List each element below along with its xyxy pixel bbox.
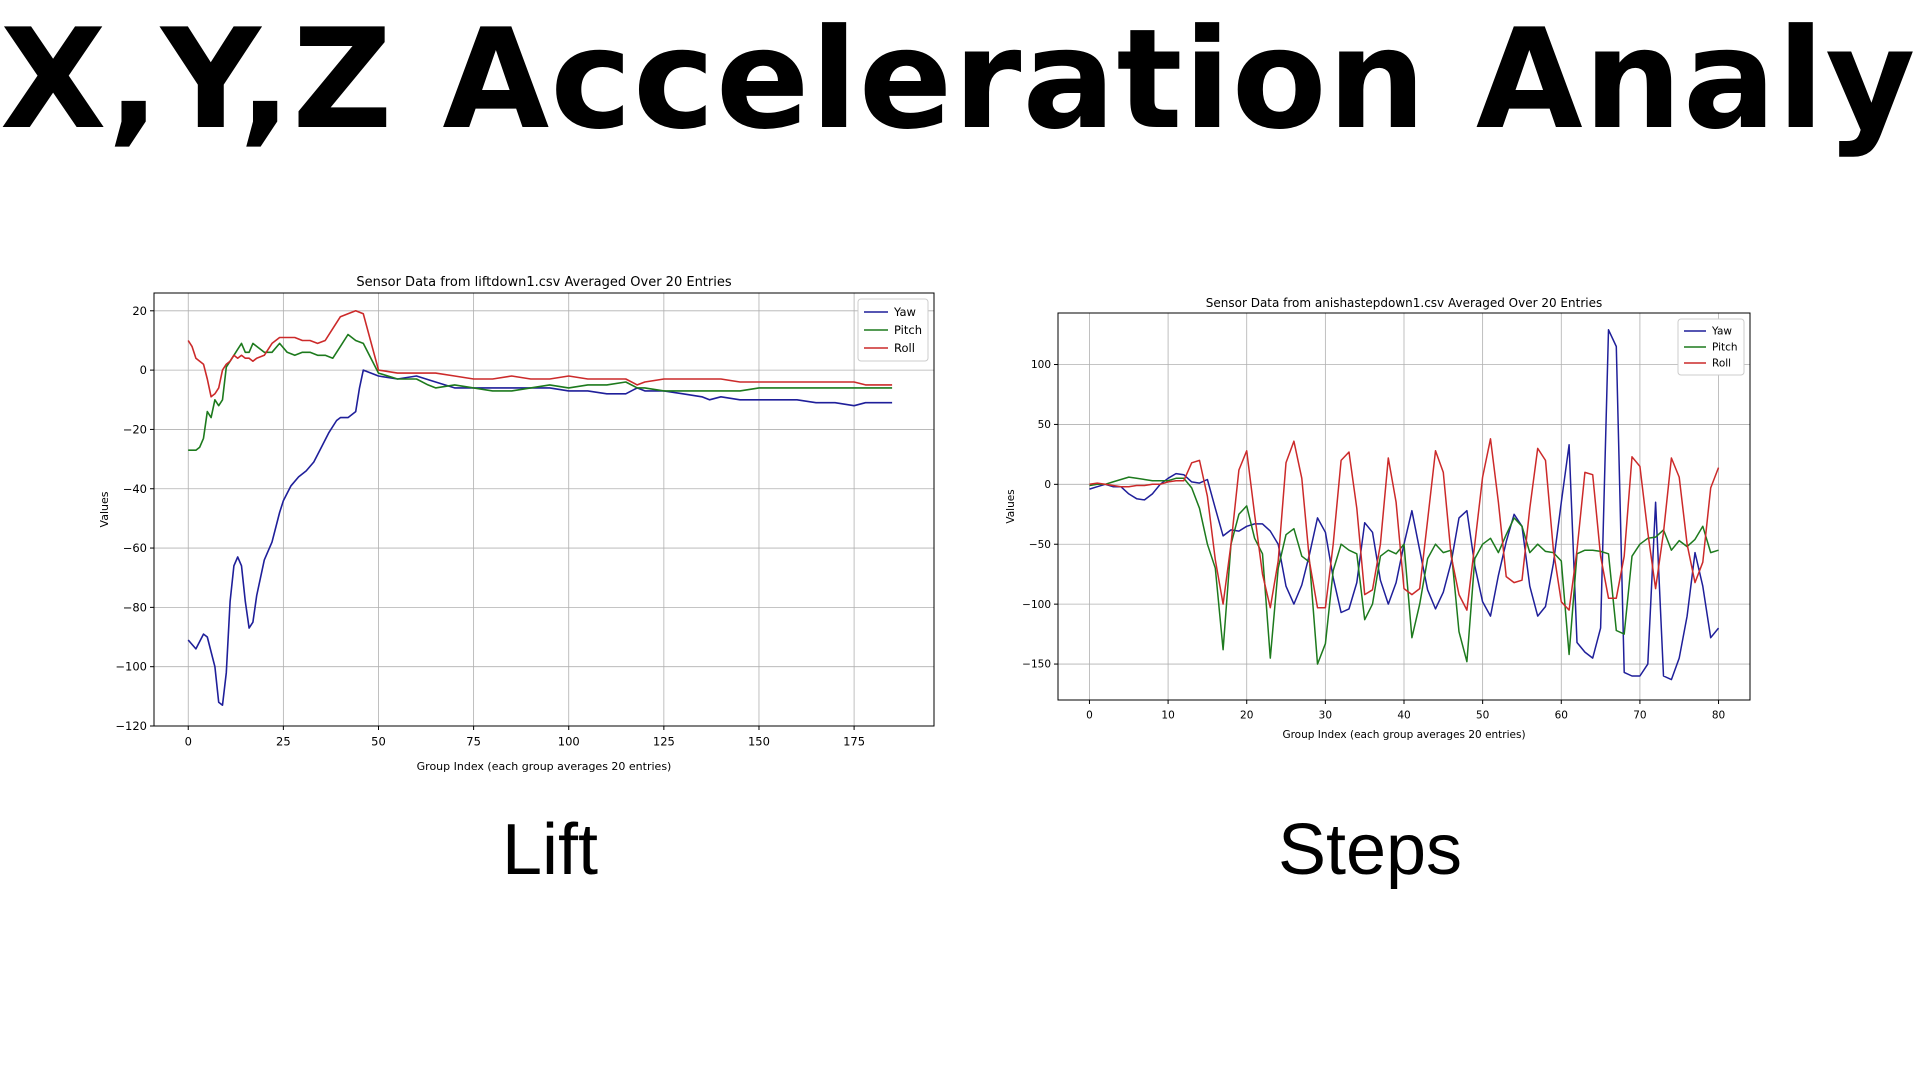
x-tick-label: 70 <box>1633 710 1646 722</box>
y-tick-label: 50 <box>1038 419 1051 431</box>
y-tick-label: 0 <box>140 363 147 377</box>
y-tick-label: −40 <box>123 482 147 496</box>
legend-label-pitch: Pitch <box>1712 342 1738 354</box>
x-tick-label: 100 <box>558 735 580 749</box>
y-tick-label: −100 <box>1022 599 1051 611</box>
x-tick-label: 50 <box>1476 710 1489 722</box>
x-tick-label: 0 <box>185 735 192 749</box>
caption-lift: Lift <box>501 810 599 890</box>
y-tick-label: −50 <box>1029 539 1051 551</box>
legend-label-roll: Roll <box>1712 358 1731 370</box>
y-tick-label: −120 <box>115 719 147 733</box>
series-line-yaw <box>187 369 893 707</box>
y-tick-label: −100 <box>115 660 147 674</box>
x-tick-label: 175 <box>843 735 865 749</box>
y-tick-label: 20 <box>132 304 147 318</box>
x-tick-label: 20 <box>1240 710 1253 722</box>
plot-frame <box>153 292 935 727</box>
legend-label-pitch: Pitch <box>894 323 922 337</box>
x-tick-label: 0 <box>1086 710 1093 722</box>
y-tick-label: −60 <box>123 541 147 555</box>
x-tick-label: 40 <box>1397 710 1410 722</box>
lift-chart: Sensor Data from liftdown1.csv Averaged … <box>90 265 950 775</box>
x-tick-label: 125 <box>653 735 675 749</box>
series-line-pitch <box>188 333 893 451</box>
y-tick-label: −80 <box>123 600 147 614</box>
chart-title: Sensor Data from anishastepdown1.csv Ave… <box>1206 296 1602 310</box>
y-axis-label: Values <box>1005 489 1017 523</box>
y-tick-label: −20 <box>123 422 147 436</box>
series-line-pitch <box>1089 476 1719 665</box>
legend-box <box>857 298 929 362</box>
x-axis-label: Group Index (each group averages 20 entr… <box>1282 729 1525 741</box>
series-line-roll <box>1089 438 1720 611</box>
legend-label-yaw: Yaw <box>893 305 916 319</box>
steps-chart: Sensor Data from anishastepdown1.csv Ave… <box>995 288 1770 743</box>
legend-label-yaw: Yaw <box>1711 326 1732 338</box>
y-tick-label: −150 <box>1022 659 1051 671</box>
y-tick-label: 100 <box>1031 359 1051 371</box>
x-tick-label: 60 <box>1555 710 1568 722</box>
y-axis-label: Values <box>98 491 111 527</box>
x-tick-label: 30 <box>1319 710 1332 722</box>
steps-chart-svg: Sensor Data from anishastepdown1.csv Ave… <box>1005 296 1751 741</box>
lift-chart-svg: Sensor Data from liftdown1.csv Averaged … <box>98 275 935 773</box>
x-tick-label: 25 <box>276 735 291 749</box>
page-title: X,Y,Z Acceleration Analysis <box>0 0 1920 160</box>
legend-box <box>1677 318 1745 376</box>
x-tick-label: 50 <box>371 735 386 749</box>
x-tick-label: 80 <box>1712 710 1725 722</box>
chart-title: Sensor Data from liftdown1.csv Averaged … <box>356 275 731 290</box>
x-tick-label: 150 <box>748 735 770 749</box>
x-axis-label: Group Index (each group averages 20 entr… <box>417 760 672 773</box>
x-tick-label: 75 <box>466 735 481 749</box>
x-tick-label: 10 <box>1161 710 1174 722</box>
y-tick-label: 0 <box>1044 479 1051 491</box>
caption-steps: Steps <box>1277 810 1463 890</box>
legend-label-roll: Roll <box>894 341 915 355</box>
series-line-roll <box>187 309 893 398</box>
